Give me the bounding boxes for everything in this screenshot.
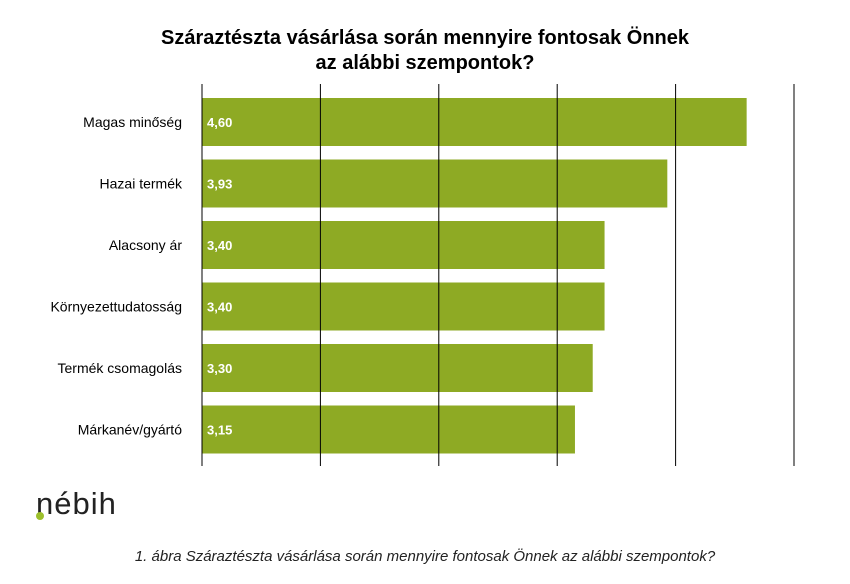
category-label: Hazai termék — [100, 176, 183, 192]
figure-caption: 1. ábra Száraztészta vásárlása során men… — [134, 548, 716, 565]
data-label: 3,15 — [207, 423, 232, 438]
bar — [202, 405, 575, 454]
chart-title-line-1: Száraztészta vásárlása során mennyire fo… — [160, 27, 689, 49]
bar — [202, 344, 593, 392]
category-label: Alacsony ár — [109, 237, 182, 253]
chart-title-line-2: az alábbi szempontok? — [315, 52, 535, 74]
bar — [202, 221, 605, 269]
bar-chart: Magas minőség 4,60 Hazai termék 3,93 Alacson… — [50, 84, 795, 466]
data-label: 3,93 — [207, 177, 232, 192]
nebih-logo: nébih — [36, 486, 117, 521]
bar — [202, 159, 668, 208]
category-label: Magas minőség — [83, 114, 182, 130]
bar — [202, 282, 605, 331]
data-label: 4,60 — [207, 115, 232, 130]
chart-title: Száraztészta vásárlása során mennyire fo… — [0, 26, 850, 76]
data-label: 3,40 — [207, 238, 232, 253]
category-label: Termék csomagolás — [58, 360, 183, 376]
bar — [202, 98, 747, 146]
data-label: 3,30 — [207, 361, 232, 376]
category-label: Márkanév/gyártó — [78, 422, 182, 438]
category-label: Környezettudatosság — [50, 299, 182, 315]
data-label: 3,40 — [207, 300, 232, 315]
logo-dot-icon — [36, 512, 44, 520]
